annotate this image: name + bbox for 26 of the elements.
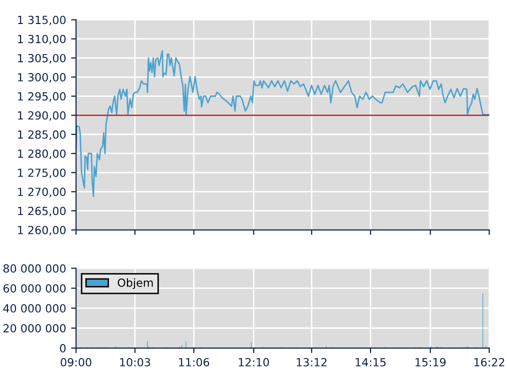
y-tick-label: 1 300,00 (18, 73, 66, 83)
y-tick-label: 20 000 000 (4, 324, 66, 333)
x-tick-label: 12:10 (238, 358, 269, 366)
y-tick-label: 1 290,00 (18, 111, 66, 121)
y-tick-label: 0 (60, 344, 66, 352)
y-tick-label: 1 280,00 (18, 149, 66, 159)
y-tick-label: 1 260,00 (18, 226, 66, 236)
y-tick-label: 1 265,00 (18, 206, 66, 216)
x-tick-label: 16:22 (474, 358, 504, 366)
y-tick-label: 1 295,00 (18, 92, 66, 102)
x-tick-label: 09:00 (60, 358, 92, 366)
y-tick-label: 60 000 000 (3, 284, 66, 293)
x-tick-label: 15:19 (416, 358, 446, 366)
x-tick-label: 11:06 (179, 358, 210, 366)
x-tick-label: 10:03 (120, 358, 150, 366)
y-tick-label: 1 275,00 (18, 168, 66, 178)
y-tick-label: 1 285,00 (18, 130, 66, 140)
y-tick-label: 1 270,00 (18, 188, 66, 198)
y-tick-label: 1 305,00 (18, 54, 66, 64)
x-tick-label: 13:12 (296, 358, 327, 366)
legend-label: Objem (118, 278, 153, 290)
y-tick-label: 80 000 000 (3, 264, 66, 273)
x-tick-label: 14:15 (356, 358, 386, 366)
y-tick-label: 40 000 000 (3, 304, 66, 313)
y-tick-label: 1 315,00 (18, 16, 66, 26)
y-tick-label: 1 310,00 (18, 34, 66, 44)
